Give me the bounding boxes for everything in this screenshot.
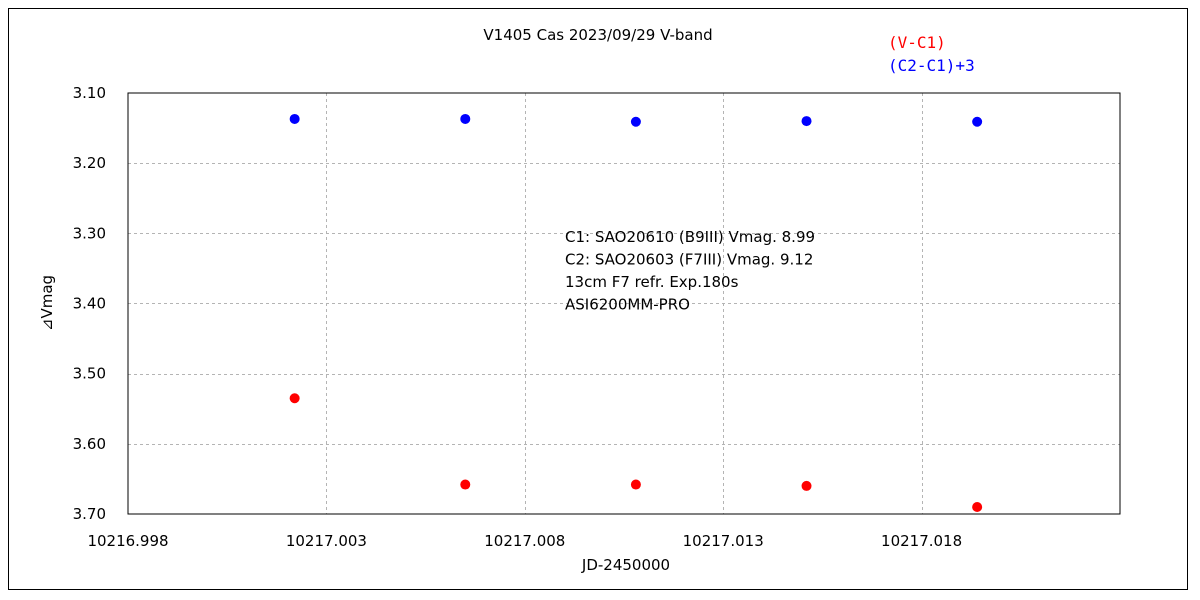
y-axis-ticks: 3.10 3.20 3.30 3.40 3.50 3.60 3.70 xyxy=(73,84,106,523)
x-tick-label: 10217.013 xyxy=(683,532,764,550)
data-point xyxy=(460,479,471,490)
annotation-block: C1: SAO20610 (B9III) Vmag. 8.99 C2: SAO20… xyxy=(565,228,815,314)
y-tick-label: 3.50 xyxy=(73,365,106,383)
y-tick-label: 3.20 xyxy=(73,154,106,172)
x-tick-label: 10217.003 xyxy=(286,532,367,550)
legend-entry: (V-C1) xyxy=(888,33,946,52)
legend-entry: (C2-C1)+3 xyxy=(888,56,975,75)
data-point xyxy=(460,113,471,124)
x-tick-label: 10217.018 xyxy=(881,532,962,550)
annotation-line: C1: SAO20610 (B9III) Vmag. 8.99 xyxy=(565,228,815,246)
plot-area xyxy=(127,92,1121,515)
data-point xyxy=(630,116,641,127)
data-points xyxy=(289,113,983,512)
y-tick-label: 3.10 xyxy=(73,84,106,102)
annotation-line: C2: SAO20603 (F7III) Vmag. 9.12 xyxy=(565,251,813,269)
legend: (V-C1) (C2-C1)+3 xyxy=(888,33,975,75)
grid xyxy=(128,93,1120,514)
y-tick-label: 3.40 xyxy=(73,295,106,313)
data-point xyxy=(289,393,300,404)
x-tick-label: 10216.998 xyxy=(87,532,168,550)
data-point xyxy=(801,116,812,127)
data-point xyxy=(289,113,300,124)
chart-title: V1405 Cas 2023/09/29 V-band xyxy=(483,26,712,44)
data-point xyxy=(972,116,983,127)
annotation-line: 13cm F7 refr. Exp.180s xyxy=(565,273,739,291)
data-point xyxy=(630,479,641,490)
x-axis-ticks: 10216.998 10217.003 10217.008 10217.013 1021… xyxy=(87,532,962,550)
y-tick-label: 3.70 xyxy=(73,505,106,523)
data-point xyxy=(801,480,812,491)
x-tick-label: 10217.008 xyxy=(484,532,565,550)
chart-frame xyxy=(8,8,1188,590)
annotation-line: ASI6200MM-PRO xyxy=(565,296,690,314)
y-axis-label: ⊿Vmag xyxy=(38,275,56,331)
data-point xyxy=(972,501,983,512)
x-axis-label: JD-2450000 xyxy=(581,556,670,574)
y-tick-label: 3.60 xyxy=(73,435,106,453)
y-tick-label: 3.30 xyxy=(73,224,106,242)
